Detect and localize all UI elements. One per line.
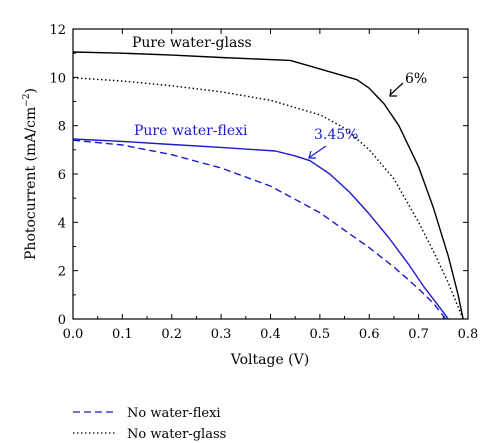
- annotation-pure-water-flexi: Pure water-flexi: [134, 123, 248, 139]
- annotation-pure-water-glass: Pure water-glass: [132, 35, 252, 51]
- x-tick-label-0-3: 0.3: [211, 327, 232, 342]
- series-line-no-water-flexi: [72, 139, 447, 320]
- legend-label-no-water-flexi: No water-flexi: [127, 406, 221, 421]
- series-group: [72, 51, 464, 320]
- x-axis-label: Voltage (V): [230, 352, 309, 368]
- axis-ticks: 0.0 0.1 0.2 0.3 0.4 0.5 0.6 0.7 0.8 0 2 4 6 8 10 12: [49, 23, 478, 342]
- arrow-6-percent: [389, 82, 404, 97]
- x-tick-label-0-5: 0.5: [310, 327, 331, 342]
- series-line-pure-water-flexi: [72, 138, 449, 320]
- legend-label-no-water-glass: No water-glass: [127, 427, 226, 442]
- x-tick-label-0-4: 0.4: [260, 327, 281, 342]
- annotation-efficiency-6: 6%: [405, 71, 427, 87]
- x-tick-label-0-7: 0.7: [408, 327, 429, 342]
- y-tick-label-8: 8: [58, 120, 66, 135]
- x-tick-label-0-6: 0.6: [359, 327, 380, 342]
- x-tick-label-0-0: 0.0: [63, 327, 84, 342]
- y-tick-label-4: 4: [58, 216, 66, 231]
- arrow-3-45-percent: [308, 145, 327, 159]
- x-tick-label-0-2: 0.2: [161, 327, 182, 342]
- x-tick-label-0-1: 0.1: [112, 327, 133, 342]
- annotation-efficiency-3-45: 3.45%: [314, 127, 358, 143]
- y-tick-label-12: 12: [49, 23, 66, 38]
- y-tick-label-6: 6: [58, 168, 66, 183]
- series-line-pure-water-glass: [72, 51, 464, 320]
- y-tick-label-10: 10: [49, 71, 66, 86]
- series-line-no-water-glass: [72, 77, 464, 320]
- y-tick-label-0: 0: [58, 313, 66, 328]
- y-tick-label-2: 2: [58, 265, 66, 280]
- x-tick-label-0-8: 0.8: [458, 327, 479, 342]
- legend: No water-flexi No water-glass: [73, 406, 226, 442]
- y-axis-label: Photocurrent (mA/cm−2): [22, 88, 39, 260]
